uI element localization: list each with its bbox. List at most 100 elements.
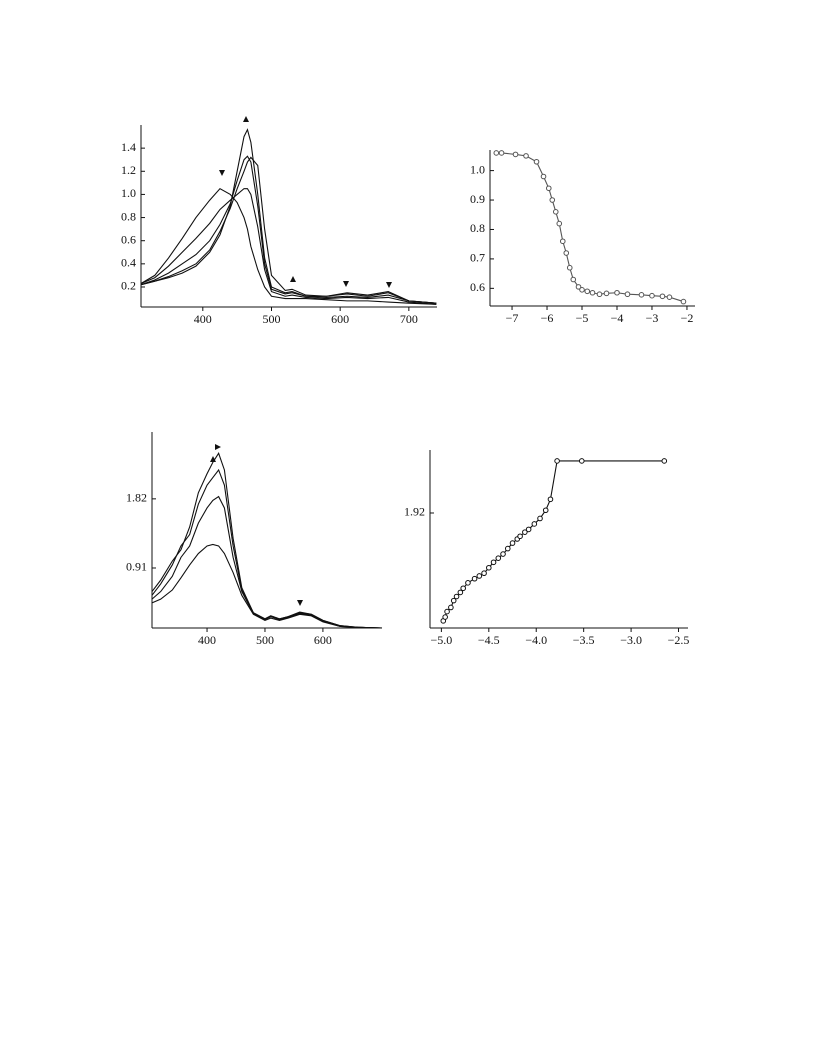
data-point [448,604,454,611]
data-point [578,458,585,464]
data-point [570,276,577,283]
arrow-down [343,281,349,287]
data-point [500,551,506,557]
y-tick-label: 0.6 [470,280,485,294]
data-point [575,284,582,290]
y-tick-label: 0.4 [121,256,136,270]
data-point [481,570,487,577]
series-line [140,156,437,304]
series-line [140,187,437,305]
data-point [584,288,591,295]
arrow-up [290,276,296,282]
y-tick-label: 1.4 [121,140,136,154]
x-tick-label: −4.0 [525,633,547,647]
data-point [523,153,529,159]
data-point [649,292,655,299]
data-point [512,151,519,158]
y-tick-label: 0.8 [121,209,136,223]
data-point [596,291,603,298]
arrow-down [219,170,225,176]
data-point [680,298,687,305]
data-point [556,220,563,227]
x-tick-label: 400 [198,633,216,647]
arrow-right [215,444,221,450]
data-point [453,593,460,600]
x-tick-label: −3.5 [573,633,595,647]
y-tick-label: 0.2 [121,279,136,293]
data-point [666,294,673,300]
data-point [614,289,620,296]
data-point [490,559,497,566]
series-line [140,188,437,305]
arrow-up [243,116,249,122]
x-tick-label: 700 [400,312,418,326]
x-tick-label: −4 [611,311,624,325]
data-point [661,458,668,464]
data-point [457,589,464,596]
x-tick-label: −5 [576,311,589,325]
y-tick-label: 0.91 [126,560,147,574]
data-point [566,264,573,271]
y-tick-label: 0.8 [470,221,485,235]
x-tick-label: 400 [194,312,212,326]
data-point [549,197,556,203]
data-point [476,573,483,579]
data-point [495,555,502,561]
data-point [498,150,505,156]
data-point [460,585,466,592]
data-point [444,608,450,615]
series-line [140,155,437,304]
data-point [540,173,547,180]
data-point [603,290,610,297]
x-tick-label: −3 [646,311,659,325]
y-tick-label: 1.0 [470,162,485,176]
x-tick-label: 600 [331,312,349,326]
y-tick-label: 0.9 [470,192,485,206]
x-tick-label: −2 [681,311,694,325]
data-point [486,564,492,571]
data-point [471,575,478,582]
x-tick-label: 600 [314,633,332,647]
data-point [589,289,596,296]
data-point [442,614,448,620]
y-tick-label: 1.92 [404,505,425,519]
x-tick-label: −3.0 [620,633,642,647]
data-point [465,580,471,586]
data-point [638,292,645,298]
data-point [542,507,549,514]
data-point [624,291,631,298]
y-tick-label: 1.2 [121,163,136,177]
arrow-down [297,600,303,606]
arrows [210,116,392,606]
data-point [450,597,457,604]
x-tick-label: −7 [506,311,519,325]
y-tick-label: 0.7 [470,251,485,265]
series-line [140,128,437,304]
data-point [533,158,540,165]
y-tick-label: 1.0 [121,186,136,200]
x-tick-label: 500 [256,633,274,647]
data-point [517,533,523,540]
x-tick-label: 500 [262,312,280,326]
data-point [493,150,500,156]
series-line [151,452,383,629]
series-line [151,495,383,629]
data-point [531,521,538,527]
y-tick-label: 1.82 [126,491,147,505]
data-point [659,293,666,300]
x-tick-label: −4.5 [478,633,500,647]
data-point [522,529,528,535]
data-point [525,526,532,533]
data-point [559,238,566,245]
y-tick-label: 0.6 [121,232,136,246]
data-point [554,458,560,464]
data-point [552,209,559,215]
data-point [545,185,552,192]
data-point [504,545,511,552]
data-point [537,515,543,522]
data-point [509,540,516,546]
x-tick-label: −5.0 [430,633,452,647]
data-point [563,250,570,256]
